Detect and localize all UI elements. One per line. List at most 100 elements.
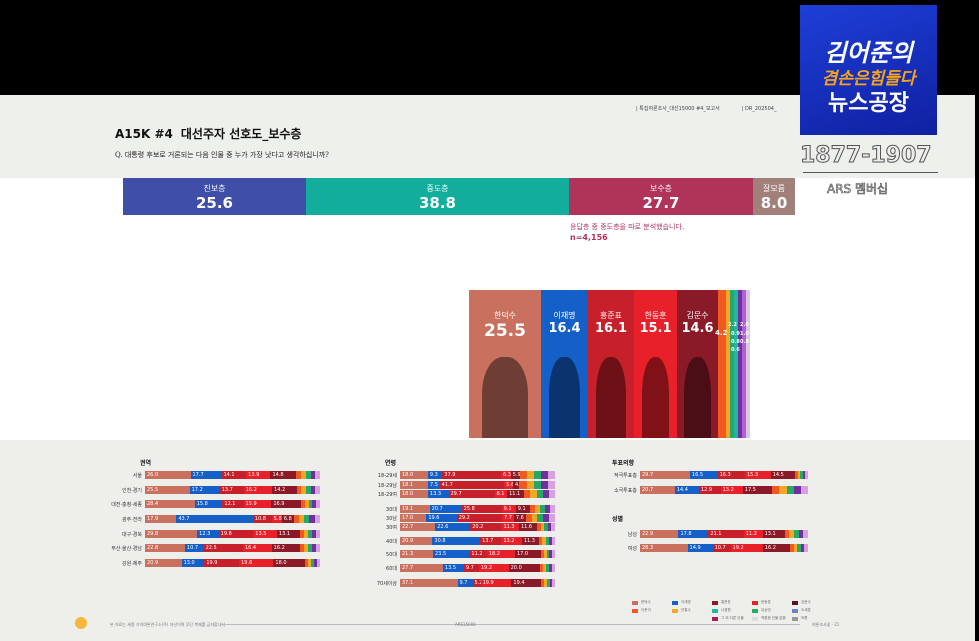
legend-item: 한동훈 bbox=[752, 600, 792, 605]
minor-value: 2.0 bbox=[740, 322, 749, 328]
segment-label: 중도층 bbox=[426, 184, 449, 193]
bar-segment-other bbox=[544, 579, 547, 587]
candidate-value: 25.5 bbox=[484, 321, 526, 341]
row-label: 30대 bbox=[386, 507, 397, 513]
legend-swatch bbox=[752, 616, 758, 621]
bar-segment-other bbox=[316, 500, 320, 508]
bar-segment-홍준표: 19.8 bbox=[218, 530, 254, 538]
bar-segment-한덕수: 17.9 bbox=[145, 515, 177, 523]
legend-label: 오세훈 bbox=[801, 608, 811, 612]
bar-segment-other bbox=[301, 471, 306, 479]
legend-label: 나경원 bbox=[721, 608, 731, 612]
bar-segment-한동훈: 9.1 bbox=[501, 505, 516, 513]
bar-segment-홍준표: 5.2 bbox=[472, 579, 481, 587]
bar-segment-이재명: 17.2 bbox=[189, 486, 220, 494]
bar-segment-한동훈: 7.7 bbox=[501, 514, 514, 522]
bar-segment-other bbox=[544, 505, 550, 513]
table-row: 20.7 14.4 12.9 13.2 17.5 bbox=[640, 486, 808, 494]
bar-segment-한덕수: 37.1 bbox=[400, 579, 458, 587]
bar-segment-other bbox=[309, 515, 315, 523]
row-label: 18-29세 bbox=[377, 473, 397, 479]
row-label: 60대 bbox=[386, 566, 397, 572]
bar-segment-한덕수: 22.9 bbox=[640, 530, 679, 538]
bar-segment-other bbox=[539, 505, 545, 513]
stacked-bar: 27.7 13.5 9.7 19.2 20.0 bbox=[400, 564, 555, 572]
bar-segment-김문수: 13.1 bbox=[276, 530, 300, 538]
bar-segment-한덕수: 29.8 bbox=[145, 530, 198, 538]
bar-segment-other bbox=[784, 530, 790, 538]
bar-segment-한덕수: 18.0 bbox=[400, 490, 428, 498]
table-row: 29.8 12.3 19.8 13.5 13.1 bbox=[145, 530, 320, 538]
bar-segment-한덕수: 17.0 bbox=[400, 514, 427, 522]
bar-segment-한동훈: 5.8 bbox=[271, 515, 282, 523]
bar-segment-한덕수: 28.3 bbox=[640, 544, 688, 552]
bar-segment-한덕수: 18.1 bbox=[400, 481, 429, 489]
legend-item: 이재명 bbox=[672, 600, 712, 605]
bar-segment-other bbox=[551, 537, 555, 545]
stacked-bar: 37.19.75.219.919.4 bbox=[400, 579, 555, 587]
candidate-column: 김문수 14.6 bbox=[677, 290, 718, 438]
bar-segment-other bbox=[552, 550, 555, 558]
segment-value: 8.0 bbox=[760, 194, 788, 212]
stacked-bar: 19.1 20.7 25.8 9.1 9.1 bbox=[400, 505, 555, 513]
bar-segment-other bbox=[298, 515, 305, 523]
legend-item: 오세훈 bbox=[792, 608, 832, 613]
legend-label: 이재명 bbox=[681, 600, 691, 604]
stacked-bar: 18.0 9.3 37.9 6.3 5.9 bbox=[400, 471, 555, 479]
bar-segment-other bbox=[795, 471, 798, 479]
row-label: 소극투표층 bbox=[613, 488, 637, 494]
bar-segment-other bbox=[543, 514, 550, 522]
bar-segment-이재명: 9.3 bbox=[427, 471, 443, 479]
bar-segment-한덕수: 20.7 bbox=[640, 486, 675, 494]
legend-label: 안철수 bbox=[681, 608, 691, 612]
bar-segment-other bbox=[533, 471, 541, 479]
legend-swatch bbox=[632, 608, 638, 613]
candidate-photo bbox=[481, 356, 529, 438]
row-label: 70세이상 bbox=[376, 581, 397, 587]
bar-segment-홍준표: 29.2 bbox=[456, 514, 502, 522]
bar-segment-other bbox=[534, 505, 540, 513]
bar-segment-한동훈: 19.2 bbox=[730, 544, 763, 552]
bar-segment-이재명: 9.7 bbox=[457, 579, 473, 587]
bar-segment-other bbox=[315, 530, 320, 538]
bar-segment-other bbox=[311, 544, 316, 552]
bar-segment-김문수: 11.6 bbox=[518, 523, 537, 531]
bar-segment-other bbox=[519, 471, 527, 479]
bar-segment-other bbox=[552, 579, 555, 587]
phone-number: 1877-1907 bbox=[800, 143, 933, 169]
bar-segment-other bbox=[545, 537, 549, 545]
legend-item: 적합한 인물 없음 bbox=[752, 616, 792, 621]
bar-segment-홍준표: 9.7 bbox=[463, 564, 479, 572]
bar-segment-other bbox=[548, 537, 552, 545]
footer-code: ARS15000 bbox=[455, 622, 476, 627]
candidate-value: 16.1 bbox=[594, 321, 628, 336]
ideology-segment: 잘모름 8.0 bbox=[753, 178, 795, 215]
table-row: 25.5 17.2 13.7 16.2 14.2 bbox=[145, 486, 320, 494]
segment-value: 38.8 bbox=[418, 194, 456, 212]
bar-segment-other bbox=[304, 500, 309, 508]
table-row: 28.3 14.9 10.7 19.2 16.2 bbox=[640, 544, 808, 552]
bar-segment-other bbox=[310, 486, 316, 494]
bar-segment-홍준표: 29.7 bbox=[448, 490, 495, 498]
bar-segment-other bbox=[304, 544, 308, 552]
bar-segment-김문수: 19.4 bbox=[511, 579, 542, 587]
bar-segment-other bbox=[542, 537, 546, 545]
legend-item: 한덕수 bbox=[632, 600, 672, 605]
legend-swatch bbox=[672, 600, 678, 605]
bar-segment-other bbox=[547, 471, 555, 479]
bar-segment-홍준표: 12.9 bbox=[698, 486, 721, 494]
bar-segment-김문수: 4.2 bbox=[512, 481, 520, 489]
legend-swatch bbox=[712, 616, 718, 621]
row-label: 18-29남 bbox=[377, 483, 397, 489]
legend-label: 적합한 인물 없음 bbox=[761, 616, 786, 620]
bar-segment-한덕수: 21.3 bbox=[400, 550, 433, 558]
row-label: 대구·경북 bbox=[122, 532, 142, 538]
news-factory-logo: 김어준의 겸손은힘들다 뉴스공장 bbox=[800, 5, 937, 135]
legend-item: 나경원 bbox=[712, 608, 752, 613]
table-row: 18.0 9.3 37.9 6.3 5.9 bbox=[400, 471, 555, 479]
bar-segment-other bbox=[536, 523, 541, 531]
bar-segment-other bbox=[299, 530, 304, 538]
bar-segment-other bbox=[315, 544, 320, 552]
bar-segment-other bbox=[800, 471, 803, 479]
minor-candidate-strip bbox=[742, 290, 746, 438]
